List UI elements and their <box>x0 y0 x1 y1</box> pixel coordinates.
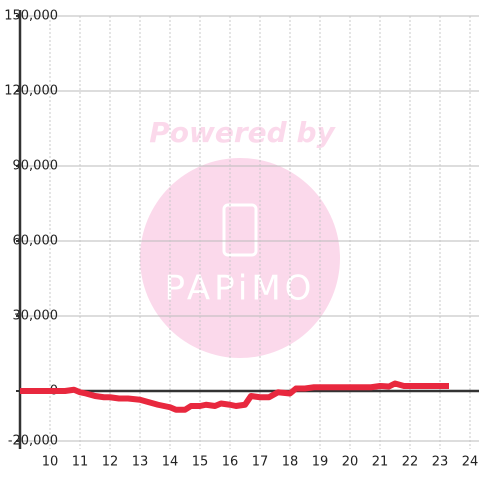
x-tick-label: 10 <box>42 455 59 470</box>
x-tick-label: 21 <box>372 455 389 470</box>
y-tick-label: 30,000 <box>13 309 59 324</box>
x-tick-label: 15 <box>192 455 209 470</box>
y-tick-label: 120,000 <box>4 84 58 99</box>
line <box>20 380 449 413</box>
x-tick-label: 12 <box>102 455 119 470</box>
x-tick-label: 19 <box>312 455 329 470</box>
x-tick-label: 13 <box>132 455 149 470</box>
x-tick-label: 14 <box>162 455 179 470</box>
y-tick-label: 90,000 <box>13 159 59 174</box>
watermark-phone <box>222 203 258 257</box>
x-tick-label: 23 <box>432 455 449 470</box>
x-tick-label: 20 <box>342 455 359 470</box>
watermark-logo: PAPiMO <box>165 269 316 309</box>
x-tick-label: 17 <box>252 455 269 470</box>
x-tick-label: 24 <box>462 455 479 470</box>
x-tick-label: 18 <box>282 455 299 470</box>
x-tick-label: 11 <box>72 455 89 470</box>
x-tick-label: 22 <box>402 455 419 470</box>
y-tick-label: 60,000 <box>13 234 59 249</box>
watermark-text: Powered by <box>149 116 336 149</box>
x-tick-label: 16 <box>222 455 239 470</box>
y-tick-label: 150,000 <box>4 9 58 24</box>
